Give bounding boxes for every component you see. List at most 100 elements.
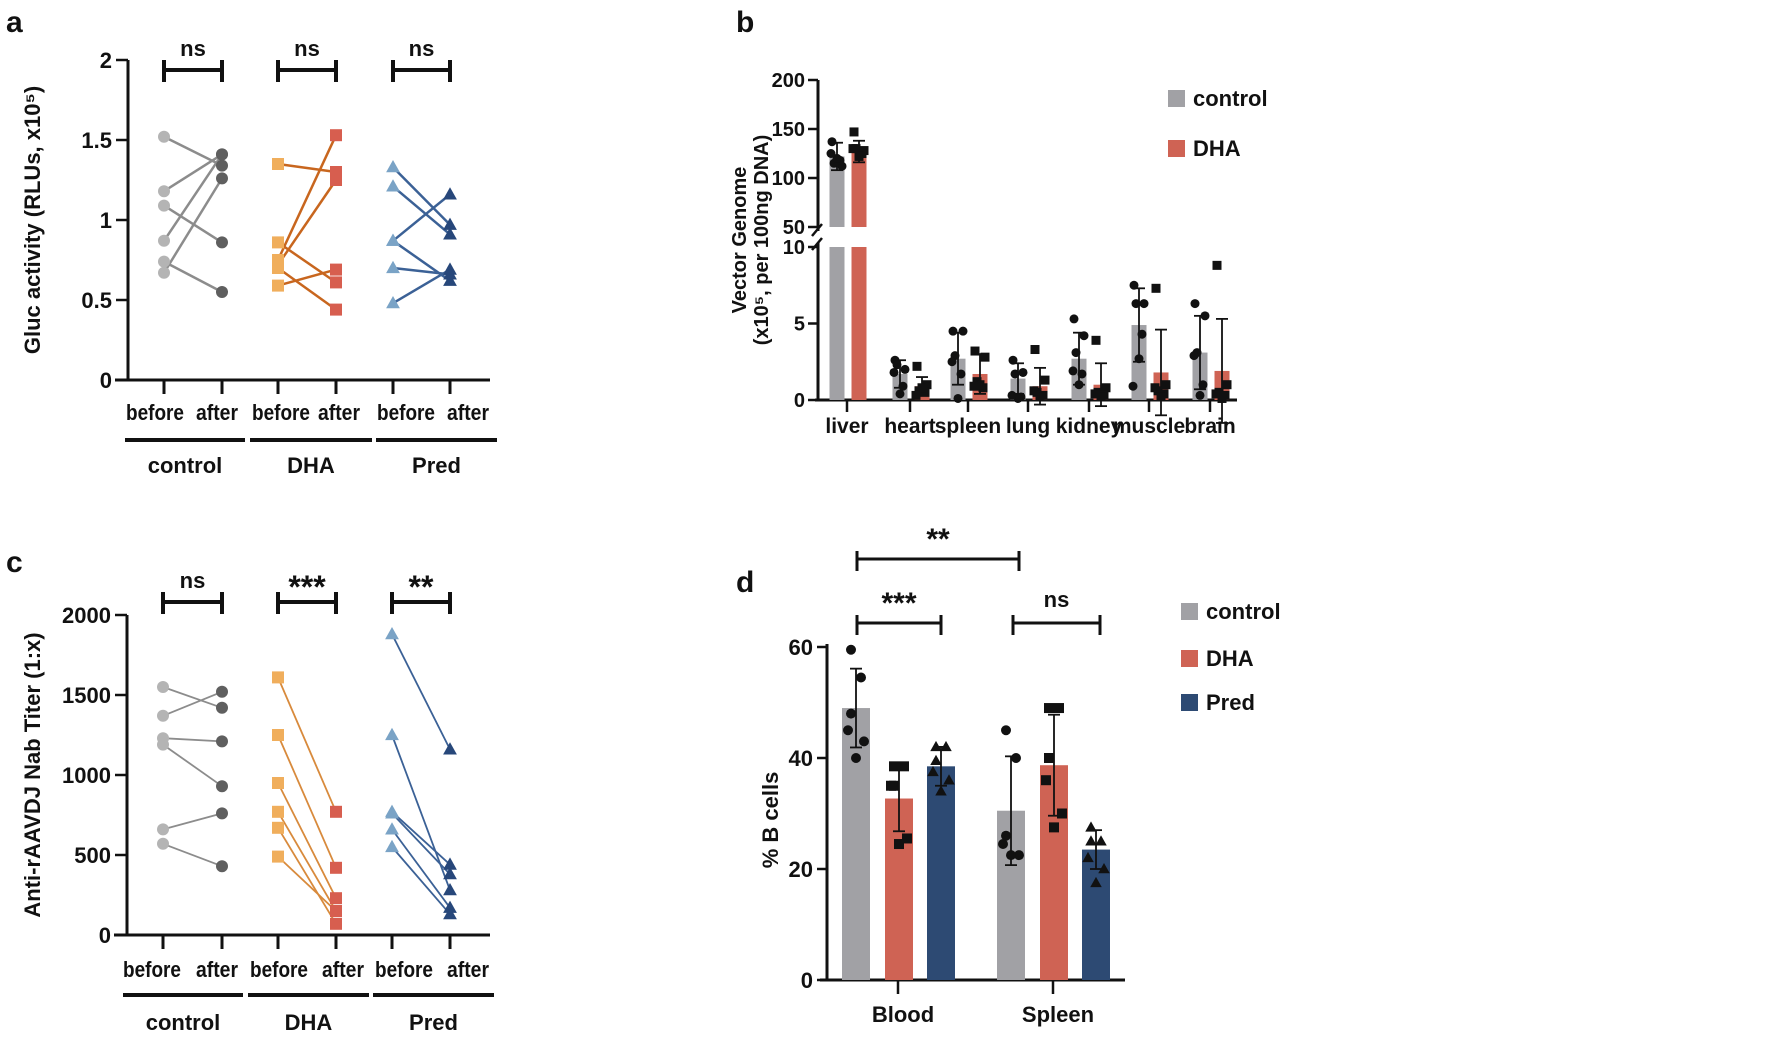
panel-a: a 0 0.5 1 1.5 2 Gluc activity (RLUs, x10⁵) befo… xyxy=(6,6,497,478)
data-point xyxy=(1129,280,1139,290)
bar-group-brain-control xyxy=(1189,299,1210,400)
significance-label: ** xyxy=(926,523,950,556)
data-point xyxy=(1090,389,1100,399)
significance-label: ns xyxy=(180,36,206,61)
bar-group-liver-dha xyxy=(848,127,869,400)
point-after xyxy=(443,907,457,920)
y-tick-label: 2 xyxy=(100,48,112,73)
y-tick-label: 0 xyxy=(100,368,112,393)
y-axis-label: Gluc activity (RLUs, x10⁵) xyxy=(20,86,45,354)
point-before xyxy=(157,837,169,850)
data-point xyxy=(1085,835,1097,846)
y-tick-label: 100 xyxy=(772,168,805,190)
data-point xyxy=(827,137,837,147)
significance-label: ns xyxy=(1044,587,1070,612)
data-point xyxy=(1077,369,1087,379)
data-point xyxy=(1190,299,1200,309)
pair-line xyxy=(162,842,223,868)
point-after xyxy=(216,735,228,748)
x-tick-label-before: before xyxy=(252,400,310,425)
pair-line xyxy=(277,266,337,311)
point-before xyxy=(385,727,399,741)
comparison-bracket: ns xyxy=(1011,587,1102,635)
data-point xyxy=(969,381,979,391)
point-after xyxy=(330,129,342,142)
bar-group-spleen-dha xyxy=(1040,703,1068,980)
point-before xyxy=(386,296,400,309)
data-point xyxy=(922,380,932,390)
point-after xyxy=(443,273,457,286)
data-point xyxy=(843,725,853,736)
legend-swatch-dha xyxy=(1181,650,1198,667)
point-after xyxy=(330,805,342,818)
point-before xyxy=(272,236,284,249)
pair-line xyxy=(391,633,451,750)
pair-line xyxy=(162,812,223,831)
data-point xyxy=(1001,725,1011,736)
point-after xyxy=(330,276,342,289)
legend-label: DHA xyxy=(1193,136,1241,161)
x-tick-label-before: before xyxy=(123,957,181,982)
pair-line xyxy=(276,134,338,261)
comparison-bracket: *** xyxy=(855,587,943,635)
point-before xyxy=(272,821,284,834)
data-point xyxy=(1010,369,1020,379)
point-after xyxy=(330,917,342,930)
point-after xyxy=(216,236,228,249)
data-point xyxy=(1082,851,1094,863)
data-point xyxy=(1044,703,1054,714)
legend-label: control xyxy=(1206,599,1281,624)
pair-line xyxy=(391,734,451,891)
data-point xyxy=(1128,381,1138,391)
data-point xyxy=(980,352,990,362)
point-before xyxy=(157,823,169,836)
data-point xyxy=(1030,345,1040,355)
x-tick-label-before: before xyxy=(250,957,308,982)
legend-label: Pred xyxy=(1206,690,1255,715)
data-point xyxy=(889,367,899,377)
data-point xyxy=(886,780,896,791)
data-point xyxy=(1006,850,1016,861)
bar-upper xyxy=(851,151,867,227)
pair-line xyxy=(277,855,337,912)
y-axis-label: % B cells xyxy=(758,772,783,869)
group-label: control xyxy=(146,1010,221,1035)
group-label: Pred xyxy=(409,1010,458,1035)
data-point xyxy=(1011,753,1021,763)
x-tick-label-before: before xyxy=(377,400,435,425)
group-control: before after control ns xyxy=(123,568,243,1035)
point-after xyxy=(443,227,457,240)
data-point xyxy=(1139,299,1149,309)
point-before xyxy=(157,738,169,751)
point-before xyxy=(272,262,284,274)
point-after xyxy=(216,701,228,714)
pair-line xyxy=(277,162,337,174)
point-after xyxy=(443,187,457,200)
data-point xyxy=(912,361,922,371)
data-point xyxy=(1001,830,1011,841)
data-point xyxy=(1008,355,1018,365)
pair-line xyxy=(392,266,451,276)
legend-swatch-dha xyxy=(1168,140,1185,157)
data-point xyxy=(889,761,899,772)
y-axis-label-line: (x10⁵, per 100ng DNA) xyxy=(751,135,773,346)
point-before xyxy=(158,234,170,247)
y-tick-label: 40 xyxy=(789,746,813,771)
point-before xyxy=(386,179,400,192)
significance-label: *** xyxy=(288,569,326,605)
y-axis-label: Anti-rAAVDJ Nab Titer (1:x) xyxy=(20,632,45,917)
significance-label: ** xyxy=(409,569,434,605)
data-point xyxy=(1069,314,1079,324)
point-before xyxy=(385,806,399,819)
pair-line xyxy=(391,811,451,866)
x-tick-label-blood: Blood xyxy=(872,1002,934,1027)
data-point xyxy=(1029,386,1039,396)
group-label: Pred xyxy=(412,453,461,478)
y-axis-label: Vector Genome(x10⁵, per 100ng DNA) xyxy=(729,135,773,346)
data-point xyxy=(1101,383,1111,393)
data-point xyxy=(970,346,980,356)
point-before xyxy=(272,850,284,863)
data-point xyxy=(943,774,955,785)
pair-line xyxy=(392,166,451,226)
point-after xyxy=(216,807,228,820)
